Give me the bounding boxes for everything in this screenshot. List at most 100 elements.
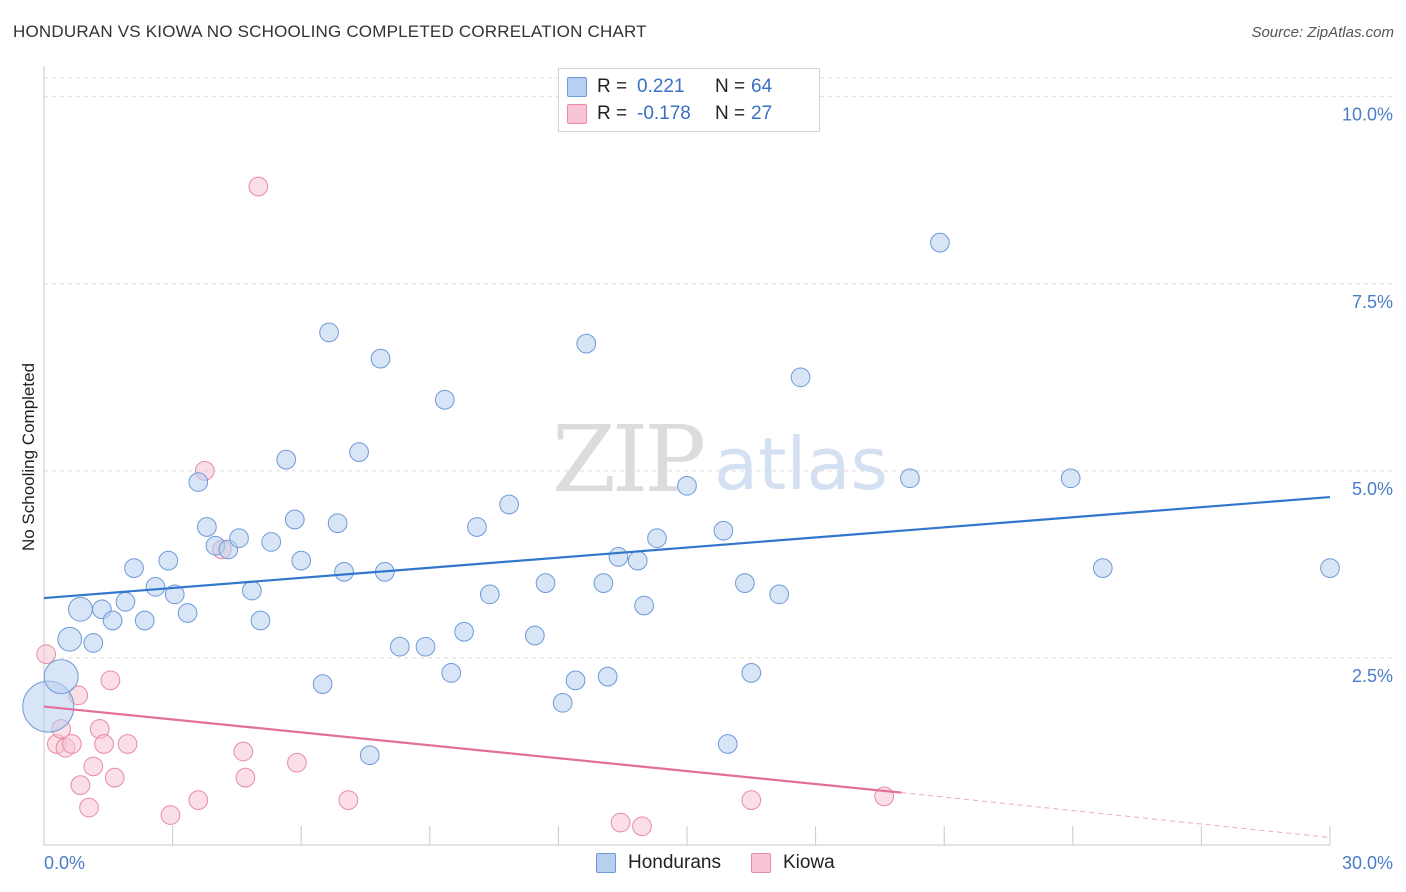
kiowa-point bbox=[83, 756, 104, 777]
legend-n-value: 64 bbox=[751, 76, 773, 97]
trend-lines bbox=[43, 495, 1331, 839]
legend-swatch-pink bbox=[567, 104, 587, 124]
honduran-point bbox=[164, 584, 185, 605]
hondurans-points bbox=[22, 232, 1340, 766]
hondurans-trend-line bbox=[43, 495, 1331, 600]
kiowa-point bbox=[248, 176, 269, 197]
honduran-point bbox=[441, 663, 462, 683]
chart-title: HONDURAN VS KIOWA NO SCHOOLING COMPLETED… bbox=[13, 22, 647, 41]
honduran-point bbox=[769, 584, 790, 605]
honduran-point bbox=[83, 633, 104, 653]
honduran-point bbox=[284, 509, 305, 530]
y-tick-label: 10.0% bbox=[1342, 105, 1393, 125]
honduran-point bbox=[552, 692, 573, 713]
honduran-point bbox=[434, 389, 455, 410]
honduran-point bbox=[177, 603, 198, 623]
legend-r-label: R = bbox=[597, 103, 628, 124]
honduran-point bbox=[479, 584, 500, 605]
y-tick-label: 5.0% bbox=[1352, 479, 1393, 499]
honduran-point bbox=[389, 636, 410, 657]
honduran-point bbox=[524, 625, 545, 646]
x-tick-label-min: 0.0% bbox=[44, 853, 85, 873]
honduran-point bbox=[57, 626, 83, 652]
grid bbox=[44, 77, 1392, 659]
honduran-point bbox=[312, 674, 333, 694]
honduran-point bbox=[735, 573, 755, 593]
kiowa-point bbox=[741, 790, 762, 810]
kiowa-point bbox=[632, 816, 652, 837]
honduran-point bbox=[634, 595, 654, 616]
legend-r-label: R = bbox=[597, 76, 628, 97]
tick-labels: 2.5% 5.0% 7.5% 10.0% 0.0% 30.0% bbox=[44, 105, 1393, 873]
kiowa-point bbox=[70, 775, 91, 795]
honduran-point bbox=[1320, 558, 1340, 578]
honduran-point bbox=[242, 580, 262, 601]
kiowa-point bbox=[287, 752, 307, 773]
kiowa-point bbox=[233, 741, 254, 762]
honduran-point bbox=[276, 449, 297, 470]
honduran-point bbox=[467, 517, 487, 537]
honduran-point bbox=[930, 232, 950, 253]
legend-swatch-kiowa bbox=[750, 853, 771, 873]
honduran-point bbox=[900, 468, 920, 489]
series-legend: Hondurans Kiowa bbox=[596, 852, 865, 874]
legend-row-hondurans: R = 0.221 N = 64 bbox=[567, 74, 773, 100]
honduran-point bbox=[349, 442, 369, 462]
honduran-point bbox=[790, 367, 811, 388]
kiowa-point bbox=[79, 797, 99, 818]
kiowa-point bbox=[160, 805, 181, 825]
honduran-point bbox=[134, 610, 155, 631]
honduran-point bbox=[68, 596, 93, 622]
kiowa-point bbox=[610, 812, 631, 833]
honduran-point bbox=[197, 517, 217, 537]
honduran-point bbox=[627, 550, 648, 571]
kiowa-trend-extension bbox=[901, 792, 1331, 839]
honduran-point bbox=[158, 550, 179, 571]
honduran-point bbox=[499, 494, 519, 515]
honduran-point bbox=[677, 475, 697, 496]
honduran-point bbox=[1060, 468, 1081, 489]
kiowa-point bbox=[94, 734, 114, 754]
honduran-point bbox=[647, 528, 667, 549]
honduran-point bbox=[713, 520, 734, 541]
kiowa-point bbox=[100, 670, 121, 691]
legend-row-kiowa: R = -0.178 N = 27 bbox=[567, 101, 772, 127]
legend-swatch-blue bbox=[567, 77, 587, 97]
legend-n-label: N = bbox=[715, 103, 746, 124]
honduran-point bbox=[334, 562, 354, 582]
legend-item-hondurans[interactable]: Hondurans bbox=[596, 852, 721, 874]
honduran-point bbox=[359, 745, 380, 766]
kiowa-point bbox=[104, 767, 125, 788]
honduran-point bbox=[565, 670, 586, 691]
kiowa-points bbox=[36, 176, 895, 837]
honduran-point bbox=[741, 663, 762, 683]
legend-item-kiowa[interactable]: Kiowa bbox=[750, 852, 835, 874]
honduran-point bbox=[717, 734, 738, 754]
honduran-point bbox=[319, 322, 339, 343]
y-axis-label: No Schooling Completed bbox=[19, 363, 38, 551]
kiowa-point bbox=[235, 767, 256, 788]
kiowa-point bbox=[188, 790, 209, 810]
honduran-point bbox=[261, 532, 282, 552]
honduran-point bbox=[454, 621, 474, 642]
source-label: Source: ZipAtlas.com bbox=[1251, 24, 1394, 41]
legend-label-kiowa: Kiowa bbox=[782, 852, 835, 873]
honduran-point bbox=[229, 528, 249, 549]
honduran-point bbox=[576, 333, 597, 354]
legend-n-label: N = bbox=[715, 76, 746, 97]
honduran-point bbox=[291, 550, 312, 571]
kiowa-point bbox=[338, 790, 359, 810]
honduran-point bbox=[608, 547, 629, 567]
honduran-point bbox=[124, 558, 144, 578]
correlation-legend: R = 0.221 N = 64 R = -0.178 N = 27 bbox=[558, 68, 820, 132]
watermark-atlas: atlas bbox=[714, 422, 888, 506]
honduran-point bbox=[597, 666, 618, 687]
honduran-point bbox=[102, 610, 123, 631]
honduran-point bbox=[370, 348, 391, 369]
kiowa-point bbox=[62, 734, 82, 754]
watermark: ZIP atlas bbox=[552, 406, 888, 513]
honduran-point bbox=[415, 636, 436, 657]
legend-r-value: 0.221 bbox=[637, 76, 685, 97]
y-tick-label: 2.5% bbox=[1352, 666, 1393, 686]
